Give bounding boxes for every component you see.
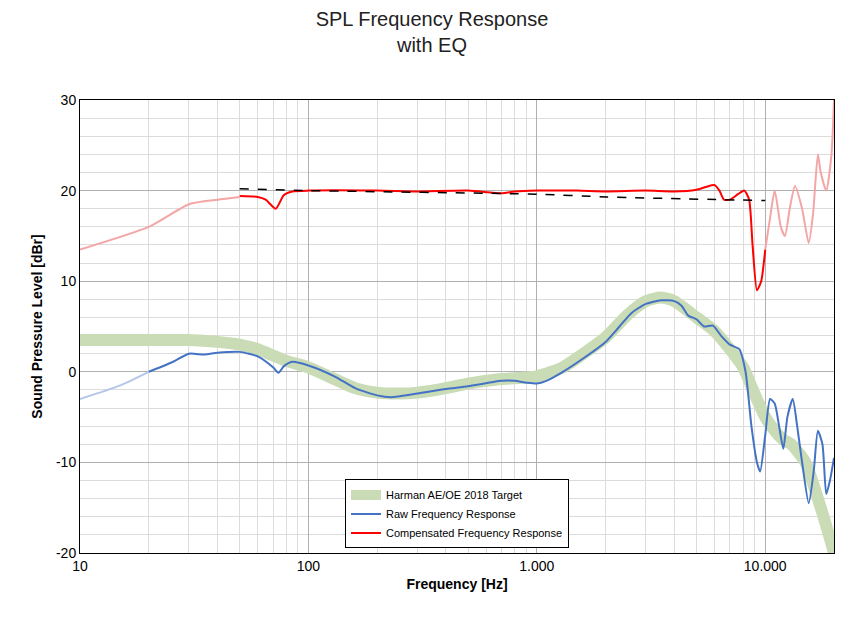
svg-text:SPL Frequency Responsewith EQ: SPL Frequency Responsewith EQ [316,8,549,56]
svg-text:-10: -10 [56,454,76,470]
svg-text:-20: -20 [56,545,76,561]
svg-text:10: 10 [72,558,88,574]
svg-text:Frequency [Hz]: Frequency [Hz] [406,576,507,592]
svg-text:Sound Pressure Level [dBr]: Sound Pressure Level [dBr] [29,234,45,418]
svg-text:30: 30 [61,92,77,108]
svg-text:1.000: 1.000 [519,558,554,574]
svg-text:100: 100 [297,558,321,574]
svg-text:Raw Frequency Response: Raw Frequency Response [386,508,516,520]
svg-text:Harman AE/OE 2018 Target: Harman AE/OE 2018 Target [386,489,522,501]
svg-text:20: 20 [61,183,77,199]
svg-text:10.000: 10.000 [744,558,787,574]
svg-text:0: 0 [68,364,76,380]
svg-text:Compensated Frequency Response: Compensated Frequency Response [386,527,562,539]
svg-text:10: 10 [61,273,77,289]
